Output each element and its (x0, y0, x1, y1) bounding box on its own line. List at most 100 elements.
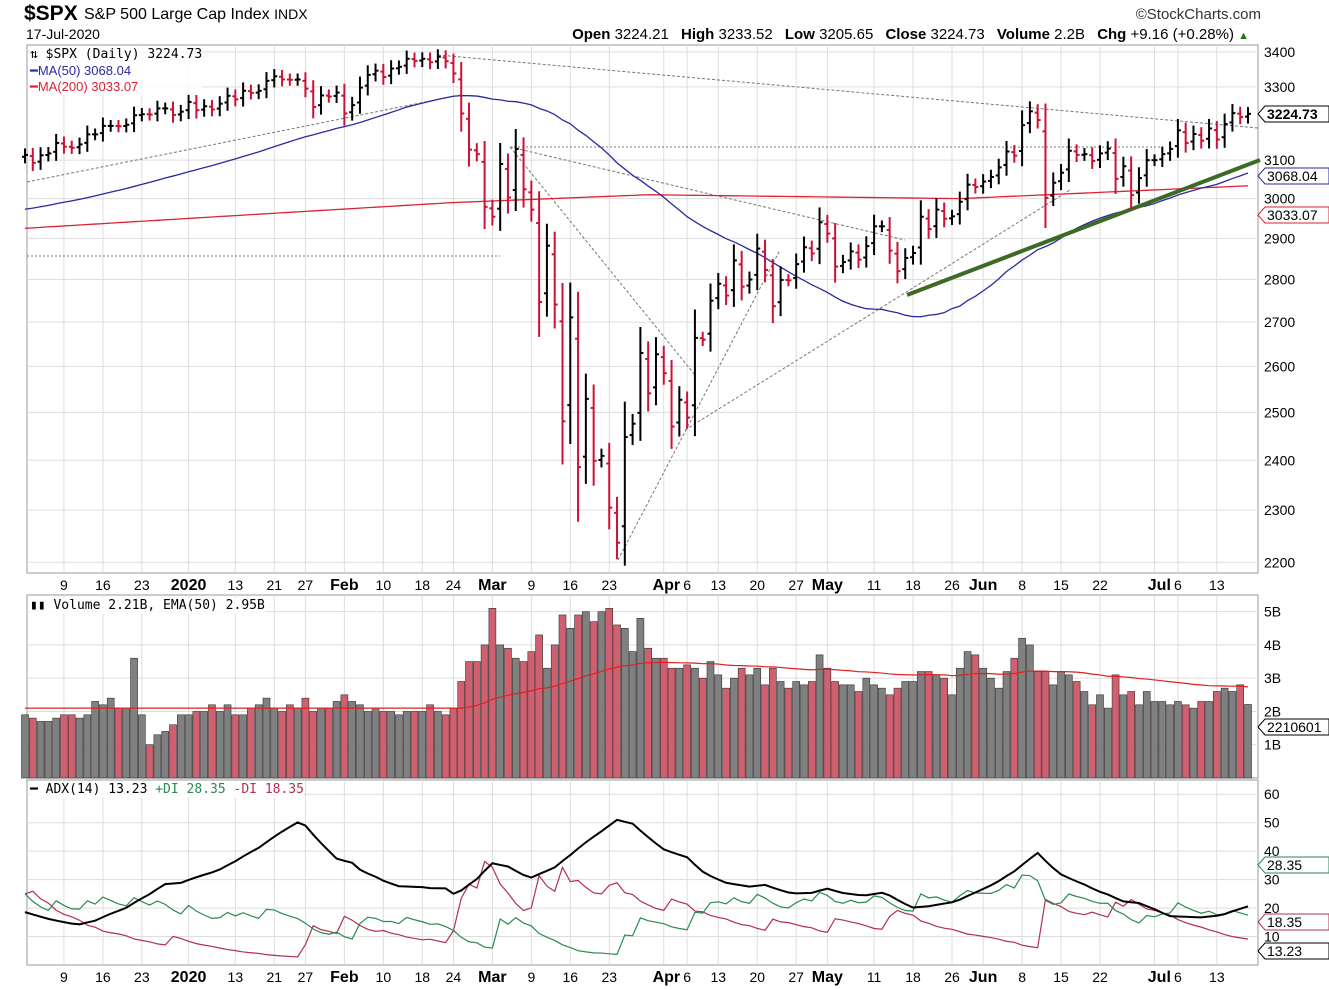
ohlc-bar (162, 102, 169, 115)
trendline-dashed (26, 94, 461, 183)
volume-bar (745, 674, 754, 779)
volume-bar (878, 687, 886, 779)
ohlc-bar (824, 214, 831, 243)
volume-bar (675, 667, 684, 779)
support-trendline (906, 158, 1261, 297)
ohlc-bar (691, 309, 698, 437)
volume-bar (1033, 671, 1042, 779)
ohlc-bar (255, 84, 262, 100)
volume-bar (1174, 701, 1182, 779)
volume-bar (223, 704, 232, 779)
ohlc-bar (504, 153, 511, 214)
value-tag-box (1257, 942, 1329, 960)
ohlc-bar (676, 386, 683, 437)
ohlc-bar (1073, 144, 1080, 163)
volume-bar (924, 671, 933, 779)
price-tick-label: 2200 (1264, 554, 1295, 570)
ohlc-bar (279, 69, 286, 87)
volume-bar (932, 674, 941, 779)
date-tick-label: 13 (1209, 577, 1225, 593)
date-tick-label: 16 (95, 577, 111, 593)
legend-ma50: ━MA(50) 3068.04 (30, 63, 132, 78)
ohlc-bar (832, 223, 839, 283)
volume-bar (621, 627, 629, 779)
ohlc-bar (520, 137, 527, 208)
volume-bar (527, 651, 536, 779)
volume-bar (75, 717, 84, 779)
adx-tick-label: 60 (1264, 786, 1280, 802)
volume-bar (488, 608, 497, 779)
volume-value: 2.2B (1054, 26, 1086, 43)
value-tag-box (1257, 167, 1329, 185)
volume-bar (815, 654, 824, 779)
ohlc-bar (403, 50, 410, 74)
ohlc-bar (123, 118, 130, 133)
volume-bar (1135, 704, 1143, 779)
volume-bar (332, 701, 341, 779)
volume-bar (83, 714, 92, 779)
ohlc-bar (216, 96, 223, 117)
ohlc-bar (948, 209, 955, 225)
volume-bar (1111, 674, 1120, 779)
volume-tick-label: 2B (1264, 703, 1281, 719)
volume-bar (963, 651, 972, 779)
date-tick-label: 13 (228, 969, 244, 985)
volume-bar (184, 714, 193, 779)
legend-ma200: ━MA(200) 3033.07 (30, 79, 139, 94)
date-tick-label: 27 (788, 969, 804, 985)
ohlc-bar (349, 96, 356, 121)
ohlc-bar (45, 146, 52, 162)
date-tick-label: 8 (1018, 577, 1026, 593)
ohlc-bar (1237, 106, 1244, 125)
ohlc-bar (800, 236, 807, 273)
date-tick-label: 6 (683, 969, 691, 985)
volume-bar (706, 661, 715, 779)
ohlc-bar (956, 191, 963, 225)
chg-label: Chg (1097, 26, 1127, 43)
legend-adx: ADX(14) 13.23 (45, 782, 148, 797)
volume-bar (1197, 701, 1206, 779)
ohlc-bar (1089, 147, 1096, 169)
date-tick-label: 6 (1174, 969, 1182, 985)
chart-date: 17-Jul-2020 (26, 26, 100, 42)
volume-bar (901, 681, 910, 779)
volume-bar (987, 677, 995, 779)
volume-bar (1057, 671, 1065, 779)
ohlc-bar (22, 148, 28, 164)
ohlc-bar (785, 274, 792, 287)
volume-bar (558, 614, 567, 779)
date-tick-label: 18 (905, 969, 921, 985)
price-tick-label: 2600 (1264, 358, 1295, 374)
ohlc-bar (1050, 172, 1057, 207)
date-tick-label: 18 (414, 969, 430, 985)
price-tick-label: 3300 (1264, 79, 1295, 95)
date-tick-label: 26 (944, 969, 960, 985)
volume-bar (807, 681, 816, 779)
volume-bar (917, 671, 925, 779)
volume-bar (1080, 691, 1089, 779)
volume-bar (800, 684, 808, 779)
ohlc-bar (489, 199, 496, 226)
volume-bar (1158, 701, 1167, 779)
ohlc-bar (333, 85, 340, 103)
ohlc-bar (450, 53, 457, 84)
ohlc-bar (1167, 141, 1174, 161)
exchange: INDX (274, 6, 308, 22)
ohlc-bar (543, 223, 550, 317)
ohlc-bar (1143, 149, 1150, 187)
date-tick-label: 21 (266, 577, 282, 593)
ohlc-bar (769, 259, 776, 324)
volume-bar (519, 661, 528, 779)
price-legend: ⇅ $SPX (Daily) 3224.73 ━MA(50) 3068.04 ━… (30, 47, 203, 95)
price-tick-label: 3400 (1264, 44, 1295, 60)
ohlc-bar (154, 100, 161, 122)
ohlc-bar (886, 217, 893, 264)
ohlc-bar (738, 250, 745, 301)
value-tag-text: 3068.04 (1267, 168, 1318, 184)
price-tick-label: 2900 (1264, 230, 1295, 246)
date-tick-label: May (812, 577, 843, 594)
ma50-line (24, 94, 1249, 318)
date-tick-label: May (812, 969, 843, 986)
ohlc-bar (1213, 121, 1220, 149)
volume-bar (138, 714, 146, 779)
